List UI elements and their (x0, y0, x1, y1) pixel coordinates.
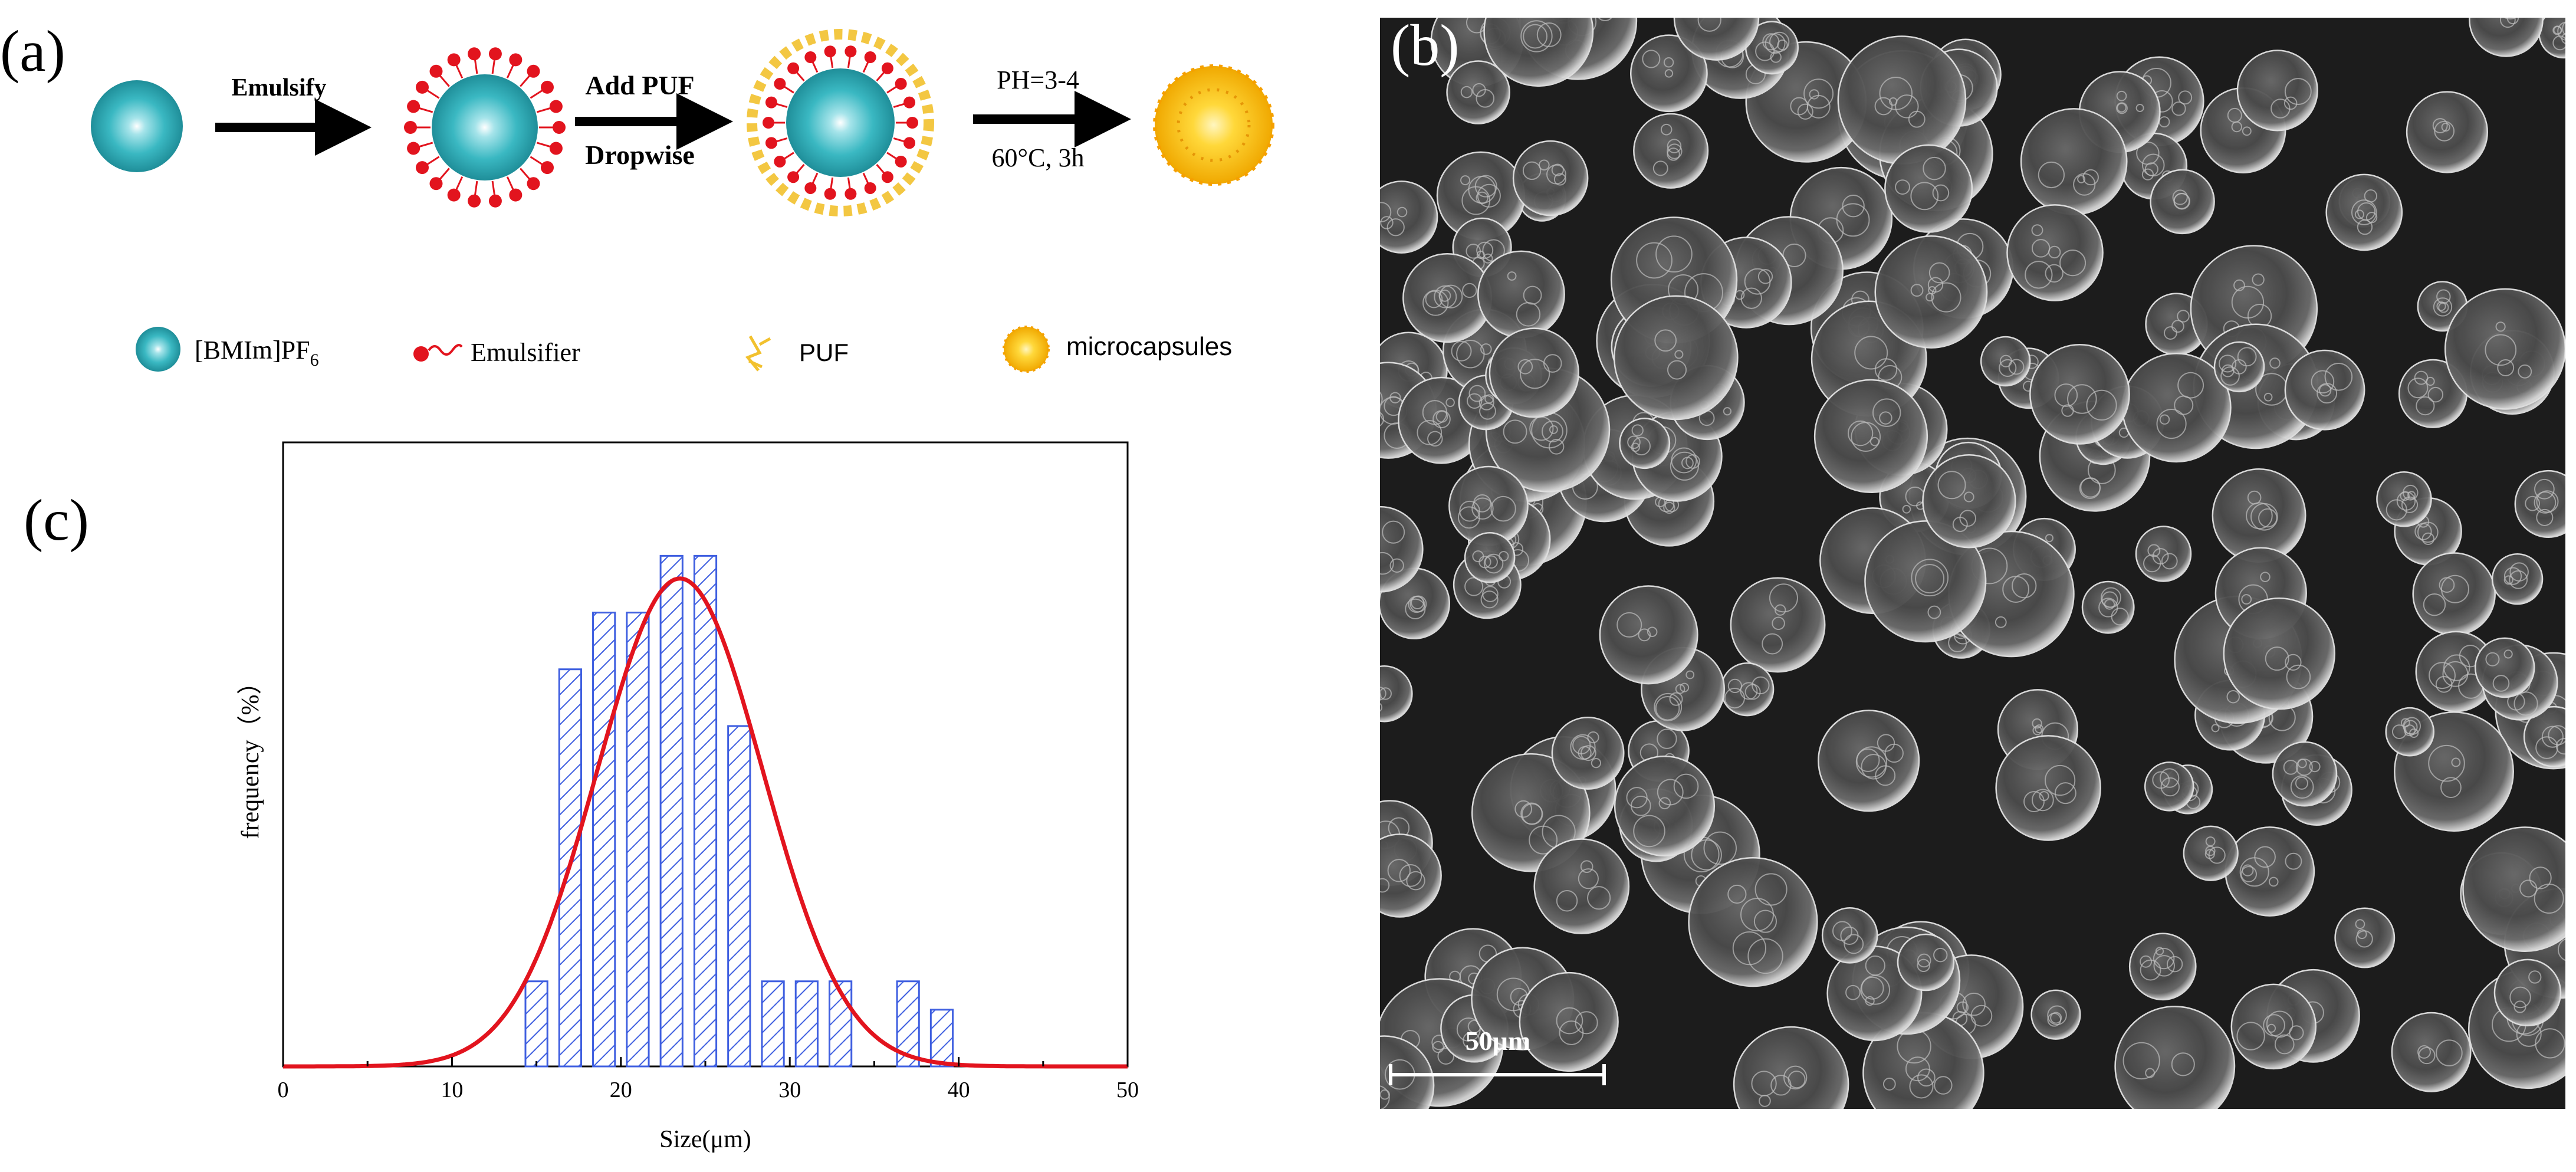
x-tick-label-5: 50 (1116, 1078, 1139, 1102)
step-label-3b: 60°C, 3h (992, 143, 1085, 172)
histogram-bar-5 (693, 554, 718, 1068)
x-tick-label-1: 10 (441, 1078, 463, 1102)
histogram-bar-8 (794, 980, 819, 1068)
panel-a-label: (a) (0, 18, 65, 84)
scale-bar (1389, 1064, 1606, 1085)
microcapsule-icon (1003, 326, 1050, 373)
step-label-1: Emulsify (231, 74, 326, 101)
step-label-2b: Dropwise (585, 140, 695, 170)
histogram-bar-6 (727, 725, 751, 1068)
x-tick-label-0: 0 (278, 1078, 289, 1102)
histogram-bar-4 (659, 554, 684, 1068)
legend-label-emulsifier: Emulsifier (471, 338, 580, 367)
panel-b-sem-image: (b) 50μm (1380, 18, 2565, 1109)
x-tick-label-2: 20 (610, 1078, 632, 1102)
panel-b-label: (b) (1391, 18, 1460, 78)
y-axis-label: frequency（%） (237, 670, 264, 839)
il-droplet-icon (136, 327, 180, 372)
legend-label-puf: PUF (799, 339, 849, 366)
il-droplet (91, 80, 183, 172)
microcapsule (1153, 64, 1274, 186)
panel-c-histogram: (c) 0 10 20 30 40 50 Size(μm) frequency（%） (0, 413, 1356, 1169)
histogram-bar-3 (626, 612, 650, 1068)
step-label-3: PH=3-4 (997, 65, 1079, 94)
panel-a-schematic: (a) Emulsify Add PUF Dropwise PH=3-4 60°… (0, 0, 1356, 401)
panel-c-label: (c) (24, 487, 89, 553)
svg-text:[BMIm]PF6: [BMIm]PF6 (195, 336, 319, 370)
histogram-bar-11 (929, 1009, 954, 1068)
x-axis-label: Size(μm) (659, 1126, 751, 1153)
histogram-bar-1 (558, 668, 582, 1068)
step-label-2: Add PUF (585, 70, 694, 100)
histogram-bar-2 (592, 612, 616, 1068)
legend-label-microcapsules: microcapsules (1066, 332, 1232, 361)
puf-coated-droplet (747, 29, 934, 216)
emulsified-droplet (404, 47, 566, 208)
histogram-bar-0 (524, 980, 548, 1068)
gaussian-fit-curve (283, 576, 1128, 1069)
scale-bar-label: 50μm (1466, 1026, 1530, 1056)
emulsifier-icon (413, 344, 463, 362)
legend: [BMIm]PF6 Emulsifier PUF microcapsules (136, 326, 1232, 373)
x-tick-label-4: 40 (948, 1078, 970, 1102)
x-tick-label-3: 30 (778, 1078, 801, 1102)
puf-icon (745, 335, 771, 372)
legend-label-droplet: [BMIm]PF (195, 336, 310, 365)
legend-label-droplet-sub: 6 (310, 350, 319, 370)
histogram-bar-7 (761, 980, 785, 1068)
